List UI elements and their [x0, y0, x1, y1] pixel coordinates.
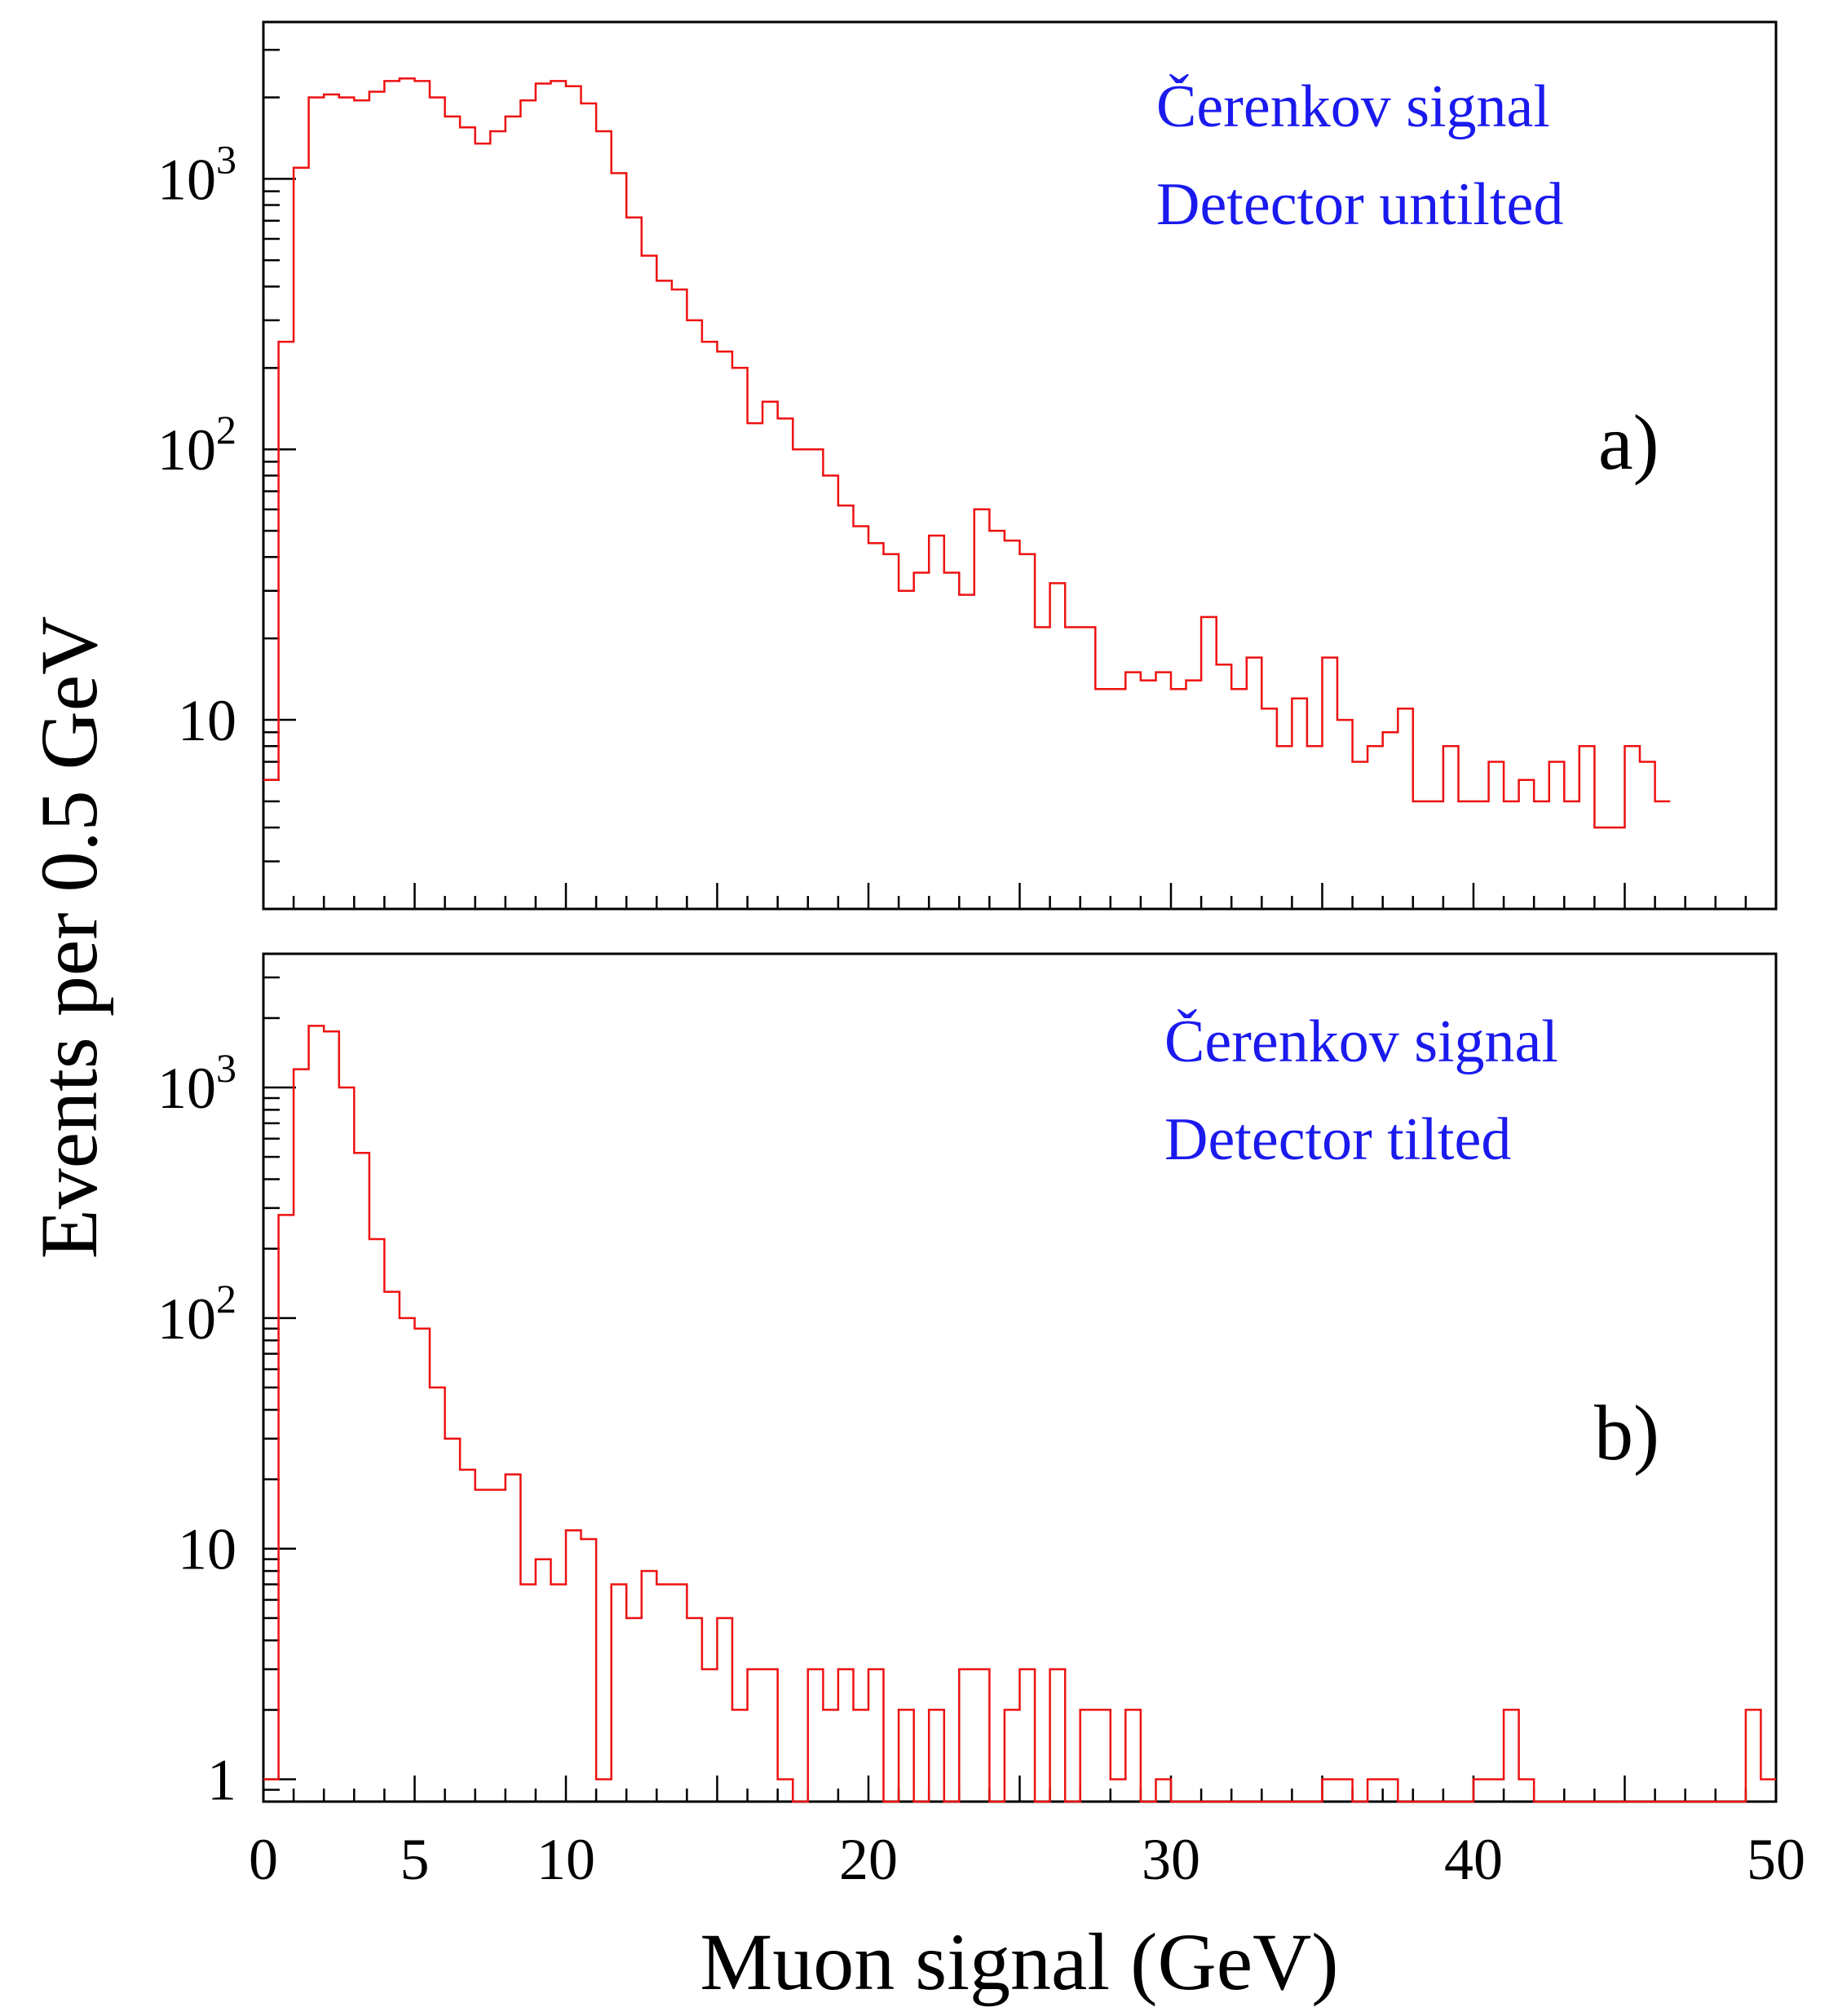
y-tick-label: 103	[157, 1045, 236, 1121]
y-axis-title: Events per 0.5 GeV	[24, 616, 114, 1259]
panel-b-histogram-line	[263, 1025, 1776, 1803]
y-tick-label: 102	[157, 1276, 236, 1352]
y-tick-label: 1	[207, 1748, 236, 1813]
x-tick-label: 5	[400, 1827, 430, 1892]
panel-a-y-tick-labels: 10 102 103	[157, 136, 236, 753]
y-tick-label: 102	[157, 407, 236, 483]
panel-b-y-tick-labels: 1 10 102 103	[157, 1045, 236, 1813]
panel-a-annotation-2: Detector untilted	[1156, 171, 1563, 238]
x-tick-label: 40	[1444, 1827, 1503, 1892]
panel-b: 1 10 102 103 Čerenkov signal Detector tilte…	[157, 952, 1778, 1813]
x-tick-label: 50	[1747, 1827, 1805, 1892]
x-tick-label: 30	[1142, 1827, 1200, 1892]
x-tick-label: 20	[839, 1827, 898, 1892]
x-tick-label: 10	[537, 1827, 595, 1892]
panel-a-ticks	[262, 48, 1778, 911]
y-tick-label: 10	[178, 1517, 236, 1582]
panel-a-histogram-line	[263, 77, 1671, 829]
x-axis-title: Muon signal (GeV)	[700, 1917, 1338, 2007]
panel-b-label: b)	[1594, 1389, 1659, 1476]
y-tick-label: 10	[178, 688, 236, 753]
x-tick-label: 0	[249, 1827, 278, 1892]
x-tick-labels: 0 5 10 20 30 40 50	[249, 1827, 1805, 1892]
panel-a: 10 102 103 Čerenkov signal Detector untilt…	[157, 20, 1778, 911]
panel-a-annotation-1: Čerenkov signal	[1156, 73, 1550, 140]
y-tick-label: 103	[157, 136, 236, 212]
panel-b-annotation-2: Detector tilted	[1164, 1106, 1511, 1173]
panel-b-annotation-1: Čerenkov signal	[1164, 1008, 1558, 1075]
panel-a-label: a)	[1598, 399, 1659, 486]
